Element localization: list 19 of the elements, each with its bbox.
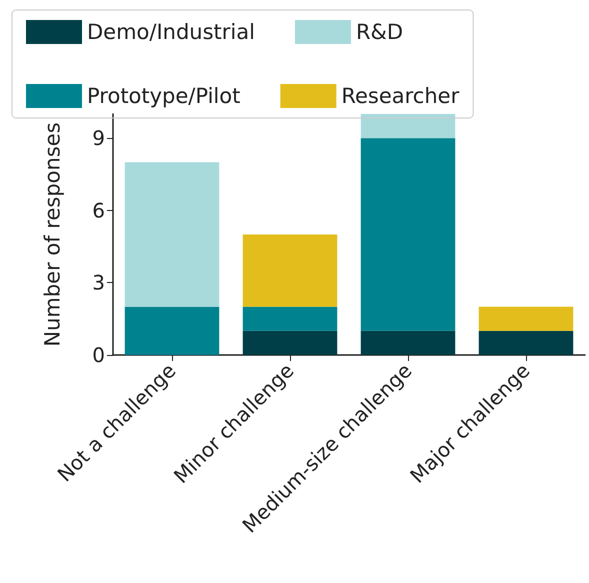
y-axis-title: Number of responses [40, 122, 64, 347]
y-tick-label: 3 [92, 270, 105, 295]
bar [124, 162, 220, 307]
bar [242, 306, 338, 331]
bar [242, 330, 338, 355]
bar [124, 306, 220, 355]
legend-label: R&D [356, 20, 404, 44]
legend-label: Researcher [341, 84, 460, 108]
bar [478, 330, 574, 355]
bar [242, 234, 338, 307]
legend-label: Demo/Industrial [87, 20, 255, 44]
y-tick-label: 9 [92, 126, 105, 150]
y-tick-label: 6 [92, 198, 105, 222]
bar [360, 114, 456, 138]
bar [360, 138, 456, 331]
y-tick-label: 0 [92, 343, 105, 367]
legend-label: Prototype/Pilot [87, 84, 240, 108]
bar [360, 330, 456, 355]
bar [478, 306, 574, 331]
